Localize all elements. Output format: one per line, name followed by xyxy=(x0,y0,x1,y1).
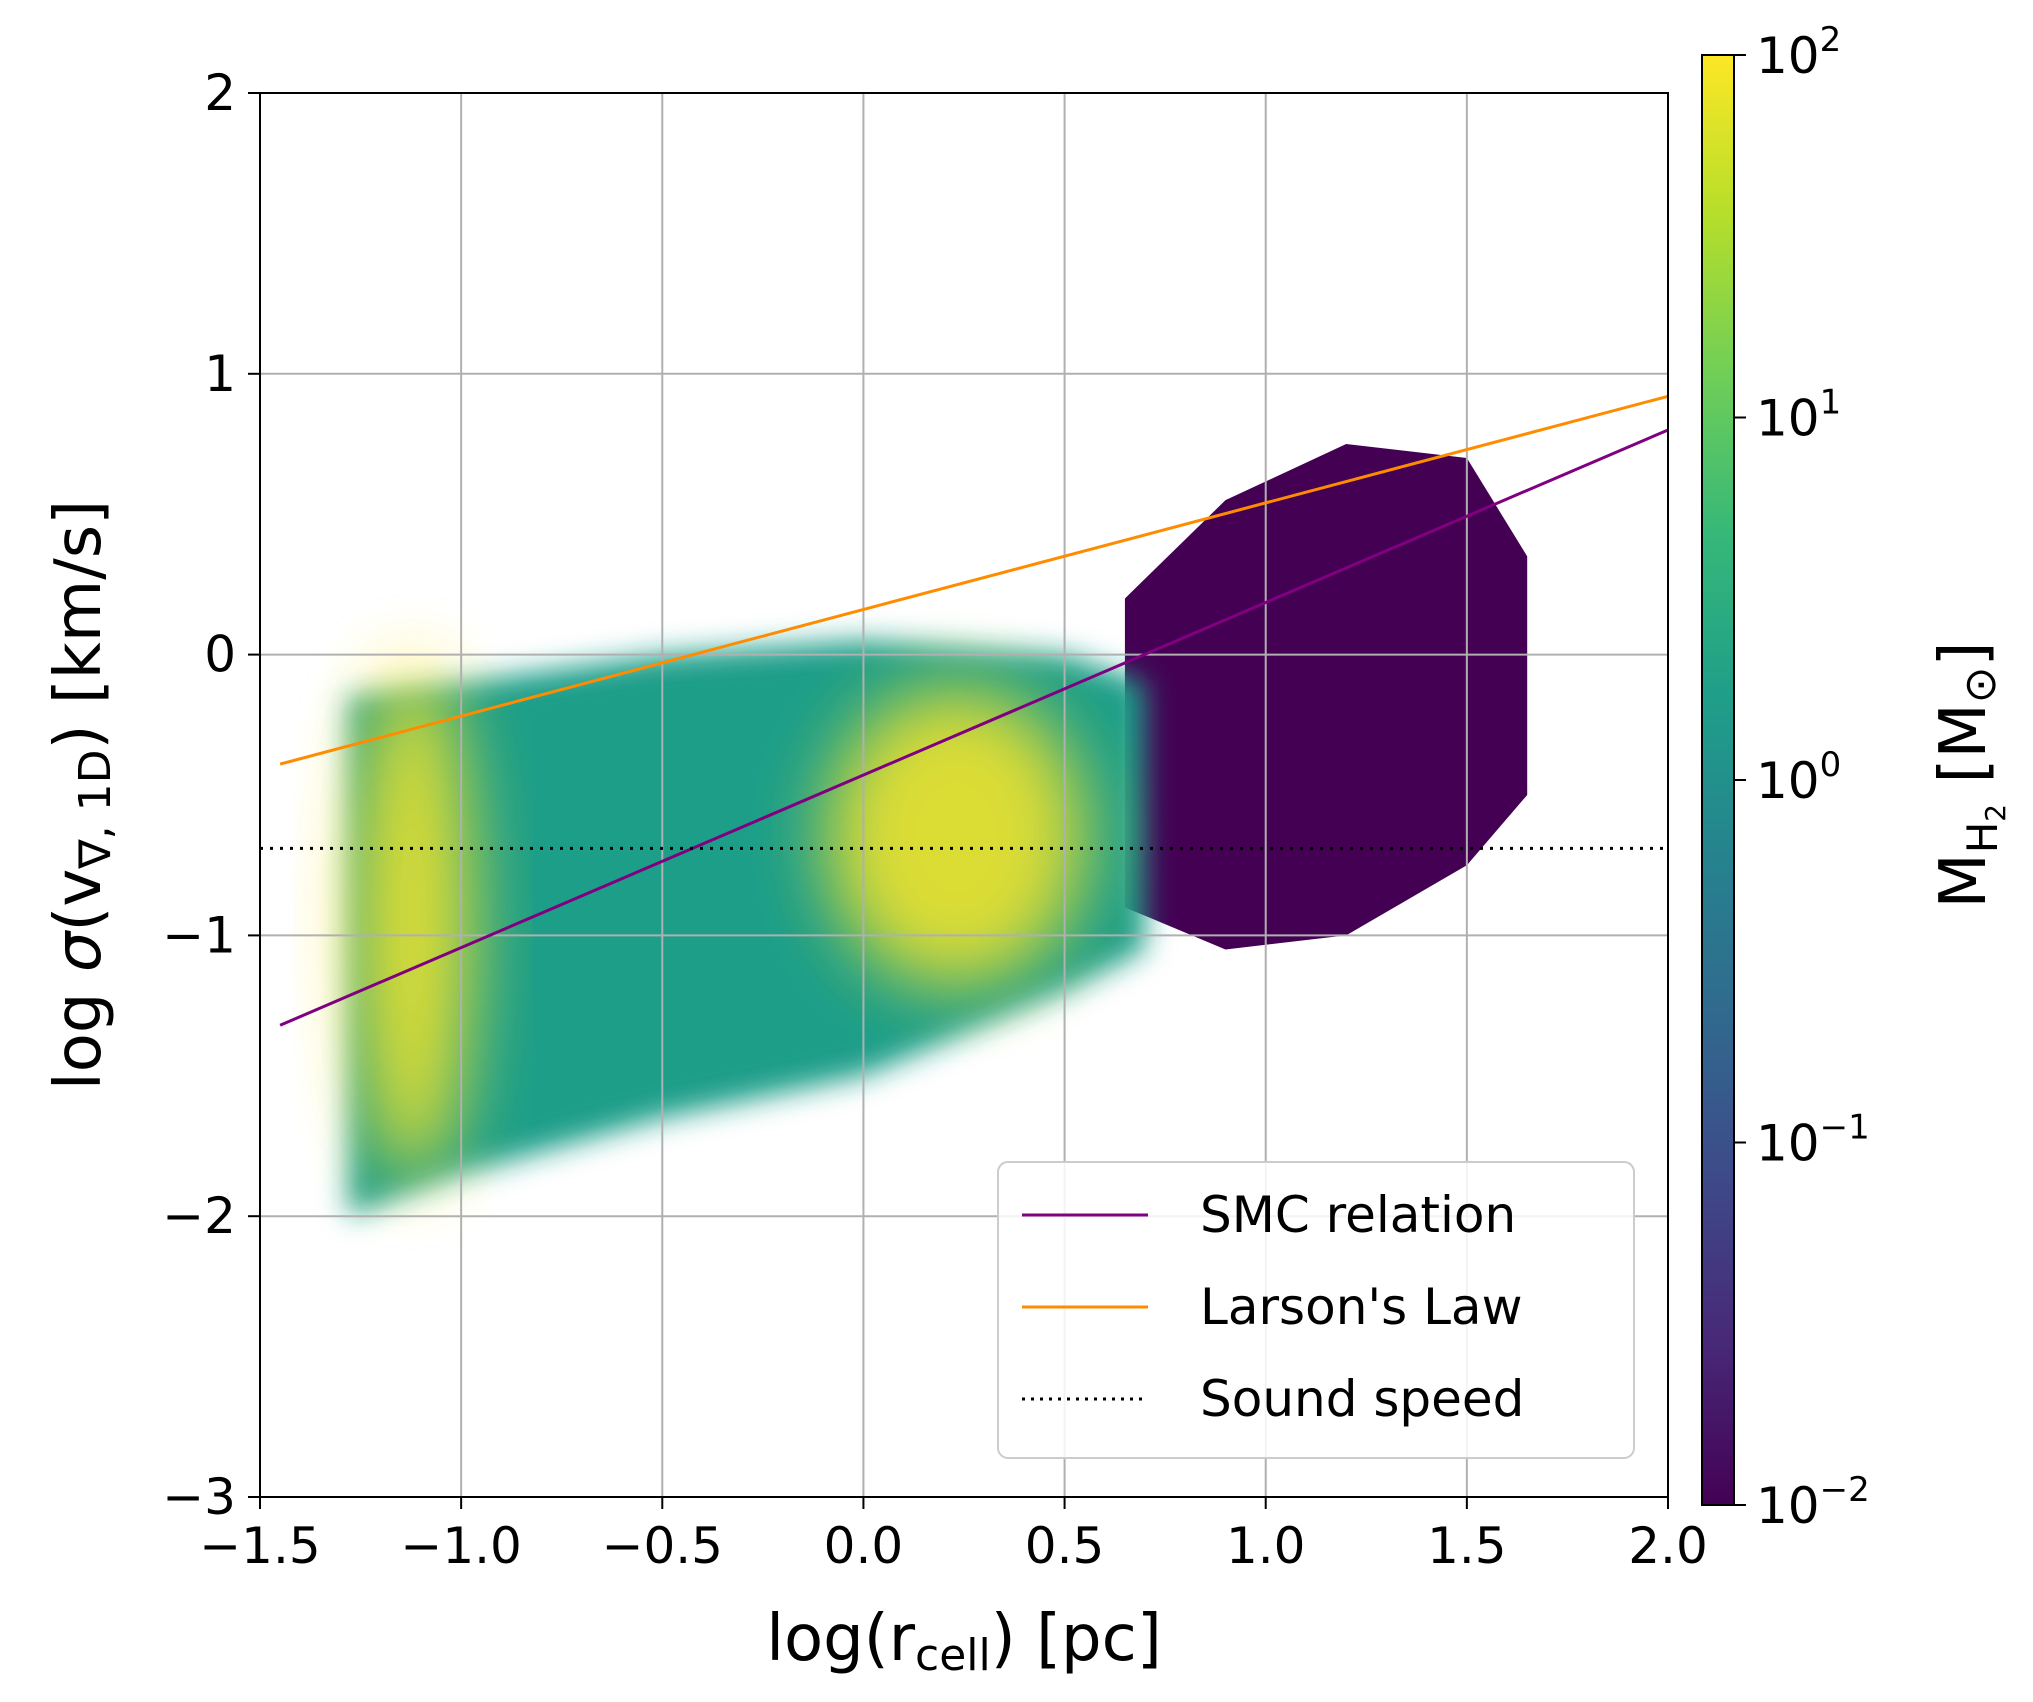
x-tick-label-5: 1.0 xyxy=(1226,1517,1306,1575)
colorbar-tick-label-3: 10−1 xyxy=(1756,1108,1870,1173)
colorbar-tick-label-4: 10−2 xyxy=(1756,1470,1870,1535)
density-peak-near-r-0.08pc xyxy=(352,661,473,1182)
line-smc-relation xyxy=(279,428,1668,1027)
x-axis-ticks: −1.5 −1.0 −0.5 0.0 0.5 1.0 1.5 2.0 xyxy=(199,1497,1708,1575)
x-axis-label: log(rcell) [pc] xyxy=(766,1602,1162,1681)
colorbar-tick-label-0: 102 xyxy=(1756,20,1841,85)
y-tick-label-0: −3 xyxy=(162,1468,236,1526)
colorbar-tick-label-2: 100 xyxy=(1756,745,1841,810)
plot-frame xyxy=(259,92,1669,1498)
density-layer xyxy=(340,275,1548,1413)
x-tick-label-3: 0.0 xyxy=(824,1517,904,1575)
line-larson-s-law xyxy=(279,394,1668,766)
legend-label-sound: Sound speed xyxy=(1200,1370,1524,1428)
x-tick-label-1: −1.0 xyxy=(400,1517,521,1575)
y-tick-label-3: 0 xyxy=(204,626,236,684)
density-dense-low-mass-core xyxy=(1124,444,1528,950)
y-axis-ticks: −3 −2 −1 0 1 2 xyxy=(162,64,260,1526)
colorbar-label: MH2 [M⊙] xyxy=(1927,641,2012,908)
x-tick-label-6: 1.5 xyxy=(1427,1517,1507,1575)
legend-label-larson: Larson's Law xyxy=(1200,1278,1522,1336)
colorbar-gradient xyxy=(1701,54,1735,1506)
density-peak-near-r-1.7pc xyxy=(825,687,1086,988)
y-axis-label: log σ(v∇, 1D) [km/s] xyxy=(42,500,121,1090)
x-tick-label-4: 0.5 xyxy=(1025,1517,1105,1575)
colorbar-ticks: 102 101 100 10−1 10−2 xyxy=(1734,20,1870,1535)
legend-box xyxy=(997,1161,1635,1459)
y-tick-label-2: −1 xyxy=(162,906,236,964)
x-tick-label-0: −1.5 xyxy=(199,1517,320,1575)
colorbar: 102 101 100 10−1 10−2 MH2 [M⊙] xyxy=(1701,20,2012,1535)
y-tick-label-4: 1 xyxy=(204,345,236,403)
x-tick-label-7: 2.0 xyxy=(1628,1517,1708,1575)
y-tick-label-5: 2 xyxy=(204,64,236,122)
colorbar-tick-label-1: 101 xyxy=(1756,383,1841,448)
legend-label-smc: SMC relation xyxy=(1200,1186,1516,1244)
y-tick-label-1: −2 xyxy=(162,1187,236,1245)
x-tick-label-2: −0.5 xyxy=(602,1517,723,1575)
legend: SMC relation Larson's Law Sound speed xyxy=(997,1161,1635,1459)
relation-lines xyxy=(260,394,1668,1027)
